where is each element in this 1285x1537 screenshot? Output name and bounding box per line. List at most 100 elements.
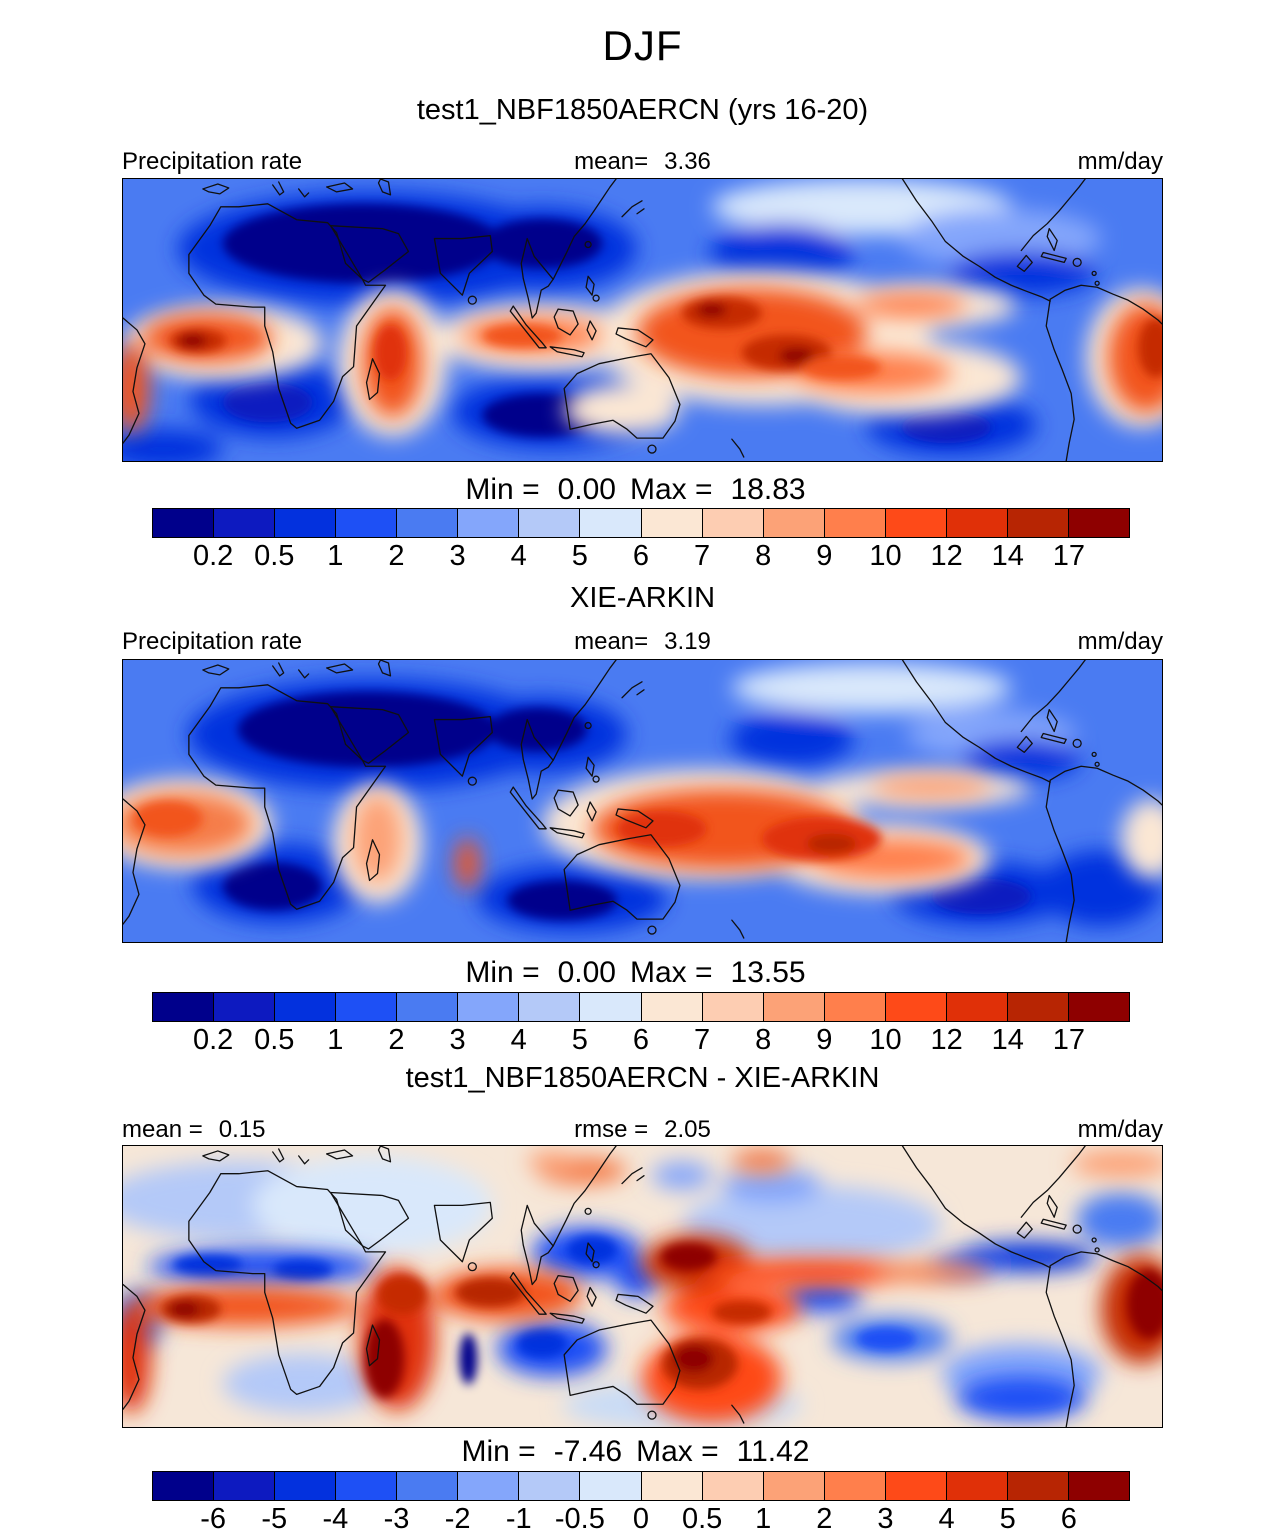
panel3-units-label: mm/day bbox=[1077, 1116, 1163, 1143]
case-title: test1_NBF1850AERCN (yrs 16-20) bbox=[416, 94, 869, 126]
map-panel-diff bbox=[122, 1145, 1163, 1428]
panel1-min-value: 0.00 bbox=[557, 473, 616, 506]
map-panel-obs bbox=[122, 659, 1163, 943]
colorbar-tick-label: -2 bbox=[444, 1503, 471, 1535]
diff-title: test1_NBF1850AERCN - XIE-ARKIN bbox=[405, 1062, 880, 1094]
colorbar-segment bbox=[1067, 509, 1129, 537]
panel3-max-value: 11.42 bbox=[736, 1435, 810, 1468]
colorbar-tick-label: 3 bbox=[877, 1503, 894, 1535]
colorbar-segment bbox=[884, 1472, 946, 1500]
colorbar-segment bbox=[945, 1472, 1007, 1500]
map-panel-model bbox=[122, 178, 1163, 462]
precip-colorbar-1: 0.2 0.5 1 2 3 4 5 6 7 8 9 10 12 14 17 bbox=[152, 508, 1130, 574]
panel2-header: Precipitation rate mean= 3.19 mm/day bbox=[122, 626, 1163, 656]
panel3-max-label: Max = bbox=[636, 1435, 719, 1468]
colorbar-segment bbox=[701, 509, 763, 537]
panel1-mean-stat: mean= 3.36 bbox=[574, 148, 711, 176]
colorbar-tick-label: -4 bbox=[322, 1503, 349, 1535]
colorbar-segment bbox=[396, 509, 458, 537]
colorbar-segment bbox=[762, 993, 824, 1021]
panel1-mean-value: 3.36 bbox=[664, 148, 711, 175]
colorbar-segment bbox=[823, 993, 885, 1021]
colorbar-segment bbox=[1006, 993, 1068, 1021]
colorbar-segment bbox=[213, 1472, 275, 1500]
colorbar-segment bbox=[274, 1472, 336, 1500]
colorbar-tick-label: 5 bbox=[571, 540, 588, 572]
colorbar-segment bbox=[640, 509, 702, 537]
colorbar-tick-label: 4 bbox=[510, 540, 527, 572]
panel3-minmax: Min = -7.46 Max = 11.42 bbox=[122, 1435, 1163, 1469]
colorbar-tick-label: 0.2 bbox=[192, 1024, 234, 1056]
colorbar-segment bbox=[457, 993, 519, 1021]
colorbar-tick-label: 0.2 bbox=[192, 540, 234, 572]
panel3-mean-label: mean = bbox=[122, 1116, 203, 1143]
panel3-rmse-value: 2.05 bbox=[664, 1116, 711, 1143]
colorbar-segment bbox=[335, 1472, 397, 1500]
colorbar-tick-label: 1 bbox=[327, 1024, 344, 1056]
colorbar-tick-label: 2 bbox=[388, 1024, 405, 1056]
colorbar-tick-label: 3 bbox=[449, 540, 466, 572]
colorbar-segment bbox=[884, 509, 946, 537]
colorbar-segment bbox=[1006, 509, 1068, 537]
colorbar-segment bbox=[335, 993, 397, 1021]
colorbar-tick-label: 6 bbox=[632, 540, 650, 572]
colorbar-segment bbox=[153, 1472, 214, 1500]
colorbar-tick-label: 5 bbox=[999, 1503, 1016, 1535]
colorbar-segment bbox=[945, 509, 1007, 537]
panel3-min-value: -7.46 bbox=[553, 1435, 623, 1468]
diff-colorbar: -6 -5 -4 -3 -2 -1 -0.5 0 0.5 1 2 3 4 5 6 bbox=[152, 1471, 1130, 1537]
colorbar-segment bbox=[579, 1472, 641, 1500]
colorbar-segment bbox=[579, 509, 641, 537]
colorbar-segment bbox=[701, 1472, 763, 1500]
season-title: DJF bbox=[602, 22, 683, 69]
colorbar-segments bbox=[152, 1471, 1130, 1501]
colorbar-tick-label: 1 bbox=[327, 540, 344, 572]
colorbar-tick-label: 7 bbox=[694, 1024, 711, 1056]
obs-precip-map bbox=[123, 660, 1162, 942]
panel2-minmax: Min = 0.00 Max = 13.55 bbox=[122, 956, 1163, 990]
colorbar-ticks: 0.2 0.5 1 2 3 4 5 6 7 8 9 10 12 14 17 bbox=[152, 538, 1130, 574]
colorbar-tick-label: -6 bbox=[200, 1503, 227, 1535]
colorbar-tick-label: -5 bbox=[261, 1503, 288, 1535]
panel2-variable-label: Precipitation rate bbox=[122, 628, 303, 655]
colorbar-tick-label: 1 bbox=[755, 1503, 772, 1535]
colorbar-segment bbox=[945, 993, 1007, 1021]
colorbar-tick-label: 0.5 bbox=[681, 1503, 723, 1535]
colorbar-segment bbox=[640, 993, 702, 1021]
colorbar-tick-label: 12 bbox=[930, 540, 963, 572]
colorbar-tick-label: -0.5 bbox=[554, 1503, 605, 1535]
colorbar-segment bbox=[274, 509, 336, 537]
colorbar-segment bbox=[153, 509, 214, 537]
colorbar-segment bbox=[396, 1472, 458, 1500]
colorbar-tick-label: 14 bbox=[991, 540, 1024, 572]
colorbar-tick-label: -1 bbox=[505, 1503, 532, 1535]
panel3-header: mean = 0.15 rmse = 2.05 mm/day bbox=[122, 1114, 1163, 1144]
colorbar-segment bbox=[762, 1472, 824, 1500]
colorbar-tick-label: 0 bbox=[632, 1503, 650, 1535]
colorbar-segment bbox=[1067, 993, 1129, 1021]
panel3-rmse-stat: rmse = 2.05 bbox=[574, 1116, 711, 1144]
colorbar-tick-label: 12 bbox=[930, 1024, 963, 1056]
contour-field-dark-cores bbox=[222, 203, 992, 444]
colorbar-segment bbox=[457, 1472, 519, 1500]
colorbar-tick-label: 3 bbox=[449, 1024, 466, 1056]
panel2-mean-value: 3.19 bbox=[664, 628, 711, 655]
colorbar-tick-label: 7 bbox=[694, 540, 711, 572]
colorbar-segment bbox=[823, 1472, 885, 1500]
colorbar-segment bbox=[153, 993, 214, 1021]
colorbar-segment bbox=[1006, 1472, 1068, 1500]
colorbar-tick-label: -3 bbox=[383, 1503, 410, 1535]
colorbar-segments bbox=[152, 508, 1130, 538]
precip-colorbar-2: 0.2 0.5 1 2 3 4 5 6 7 8 9 10 12 14 17 bbox=[152, 992, 1130, 1058]
colorbar-segment bbox=[518, 1472, 580, 1500]
colorbar-tick-label: 17 bbox=[1052, 540, 1086, 572]
panel1-units-label: mm/day bbox=[1077, 148, 1163, 175]
colorbar-segment bbox=[396, 993, 458, 1021]
colorbar-tick-label: 10 bbox=[869, 540, 902, 572]
panel2-min-value: 0.00 bbox=[557, 956, 616, 989]
panel1-max-value: 18.83 bbox=[730, 473, 806, 506]
contour-field-warm-cores bbox=[169, 297, 1162, 381]
model-precip-map bbox=[123, 179, 1162, 461]
colorbar-segment bbox=[518, 993, 580, 1021]
